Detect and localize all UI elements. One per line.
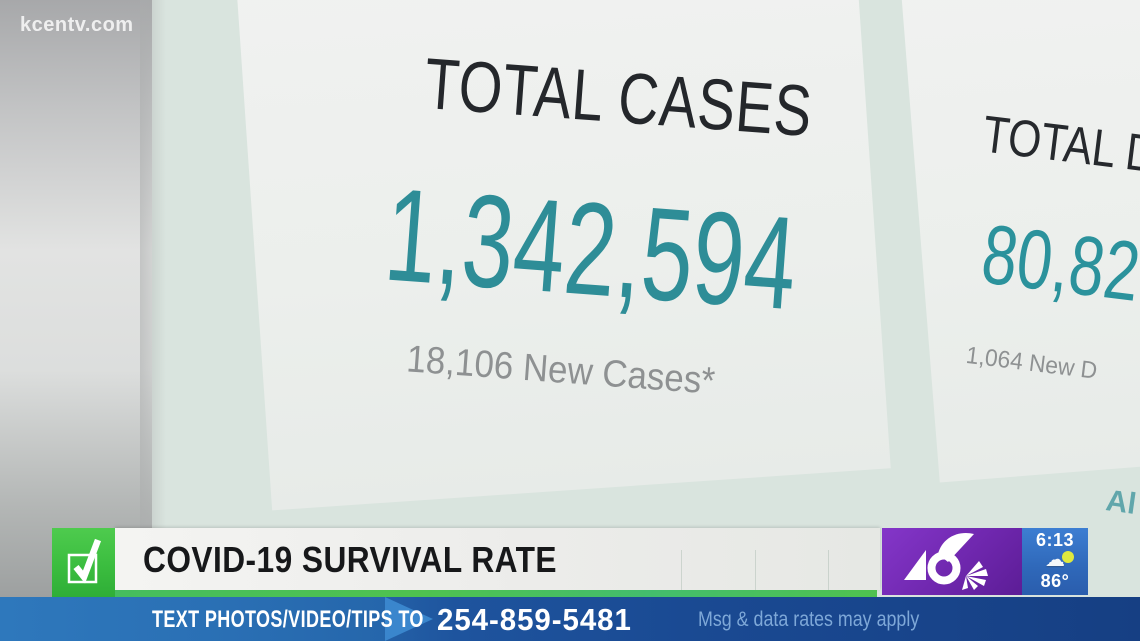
channel-6-logo-box <box>882 528 1022 595</box>
ticker-disclaimer: Msg & data rates may apply <box>698 608 920 631</box>
ticker-phone-number: 254-859-5481 <box>437 602 632 637</box>
checkmark-icon <box>67 538 102 584</box>
headline-bar: COVID-19 SURVIVAL RATE <box>115 528 880 590</box>
ticker-prompt: TEXT PHOTOS/VIDEO/TIPS TO <box>152 606 424 633</box>
peacock-icon <box>962 561 988 590</box>
bottom-ticker: TEXT PHOTOS/VIDEO/TIPS TO 254-859-5481 M… <box>0 597 1140 641</box>
left-edge-fade <box>140 0 166 597</box>
clock-time: 6:13 <box>1035 530 1075 550</box>
temperature: 86° <box>1040 571 1070 591</box>
total-cases-value: 1,342,594 <box>380 160 802 338</box>
cloud-icon: ☁ <box>1045 549 1065 571</box>
verify-logo-box <box>52 528 115 597</box>
cloud-sun-icon: ☁ <box>1022 549 1088 571</box>
new-cases-subtext: 18,106 New Cases* <box>405 338 717 403</box>
ticker-left-segment <box>0 597 385 641</box>
headline-green-underline <box>115 590 877 597</box>
sun-icon <box>1062 551 1074 563</box>
total-deaths-value: 80,82 <box>977 206 1140 319</box>
nbc6-logo-icon <box>904 532 988 590</box>
new-deaths-subtext: 1,064 New D <box>964 341 1099 385</box>
dashboard-screen: kcentv.com TOTAL CASES 1,342,594 18,106 … <box>0 0 1140 597</box>
screen-left-shadow <box>0 0 152 597</box>
bar-reflection-line <box>681 550 682 590</box>
time-weather-box: 6:13 ☁ 86° <box>1022 528 1088 595</box>
bar-reflection-line <box>828 550 829 590</box>
bar-reflection-line <box>755 550 756 590</box>
clipped-edge-text: Al <box>1103 484 1139 521</box>
total-cases-panel: TOTAL CASES 1,342,594 18,106 New Cases* <box>359 40 867 474</box>
headline-text: COVID-19 SURVIVAL RATE <box>143 539 557 580</box>
station-watermark: kcentv.com <box>20 14 134 36</box>
